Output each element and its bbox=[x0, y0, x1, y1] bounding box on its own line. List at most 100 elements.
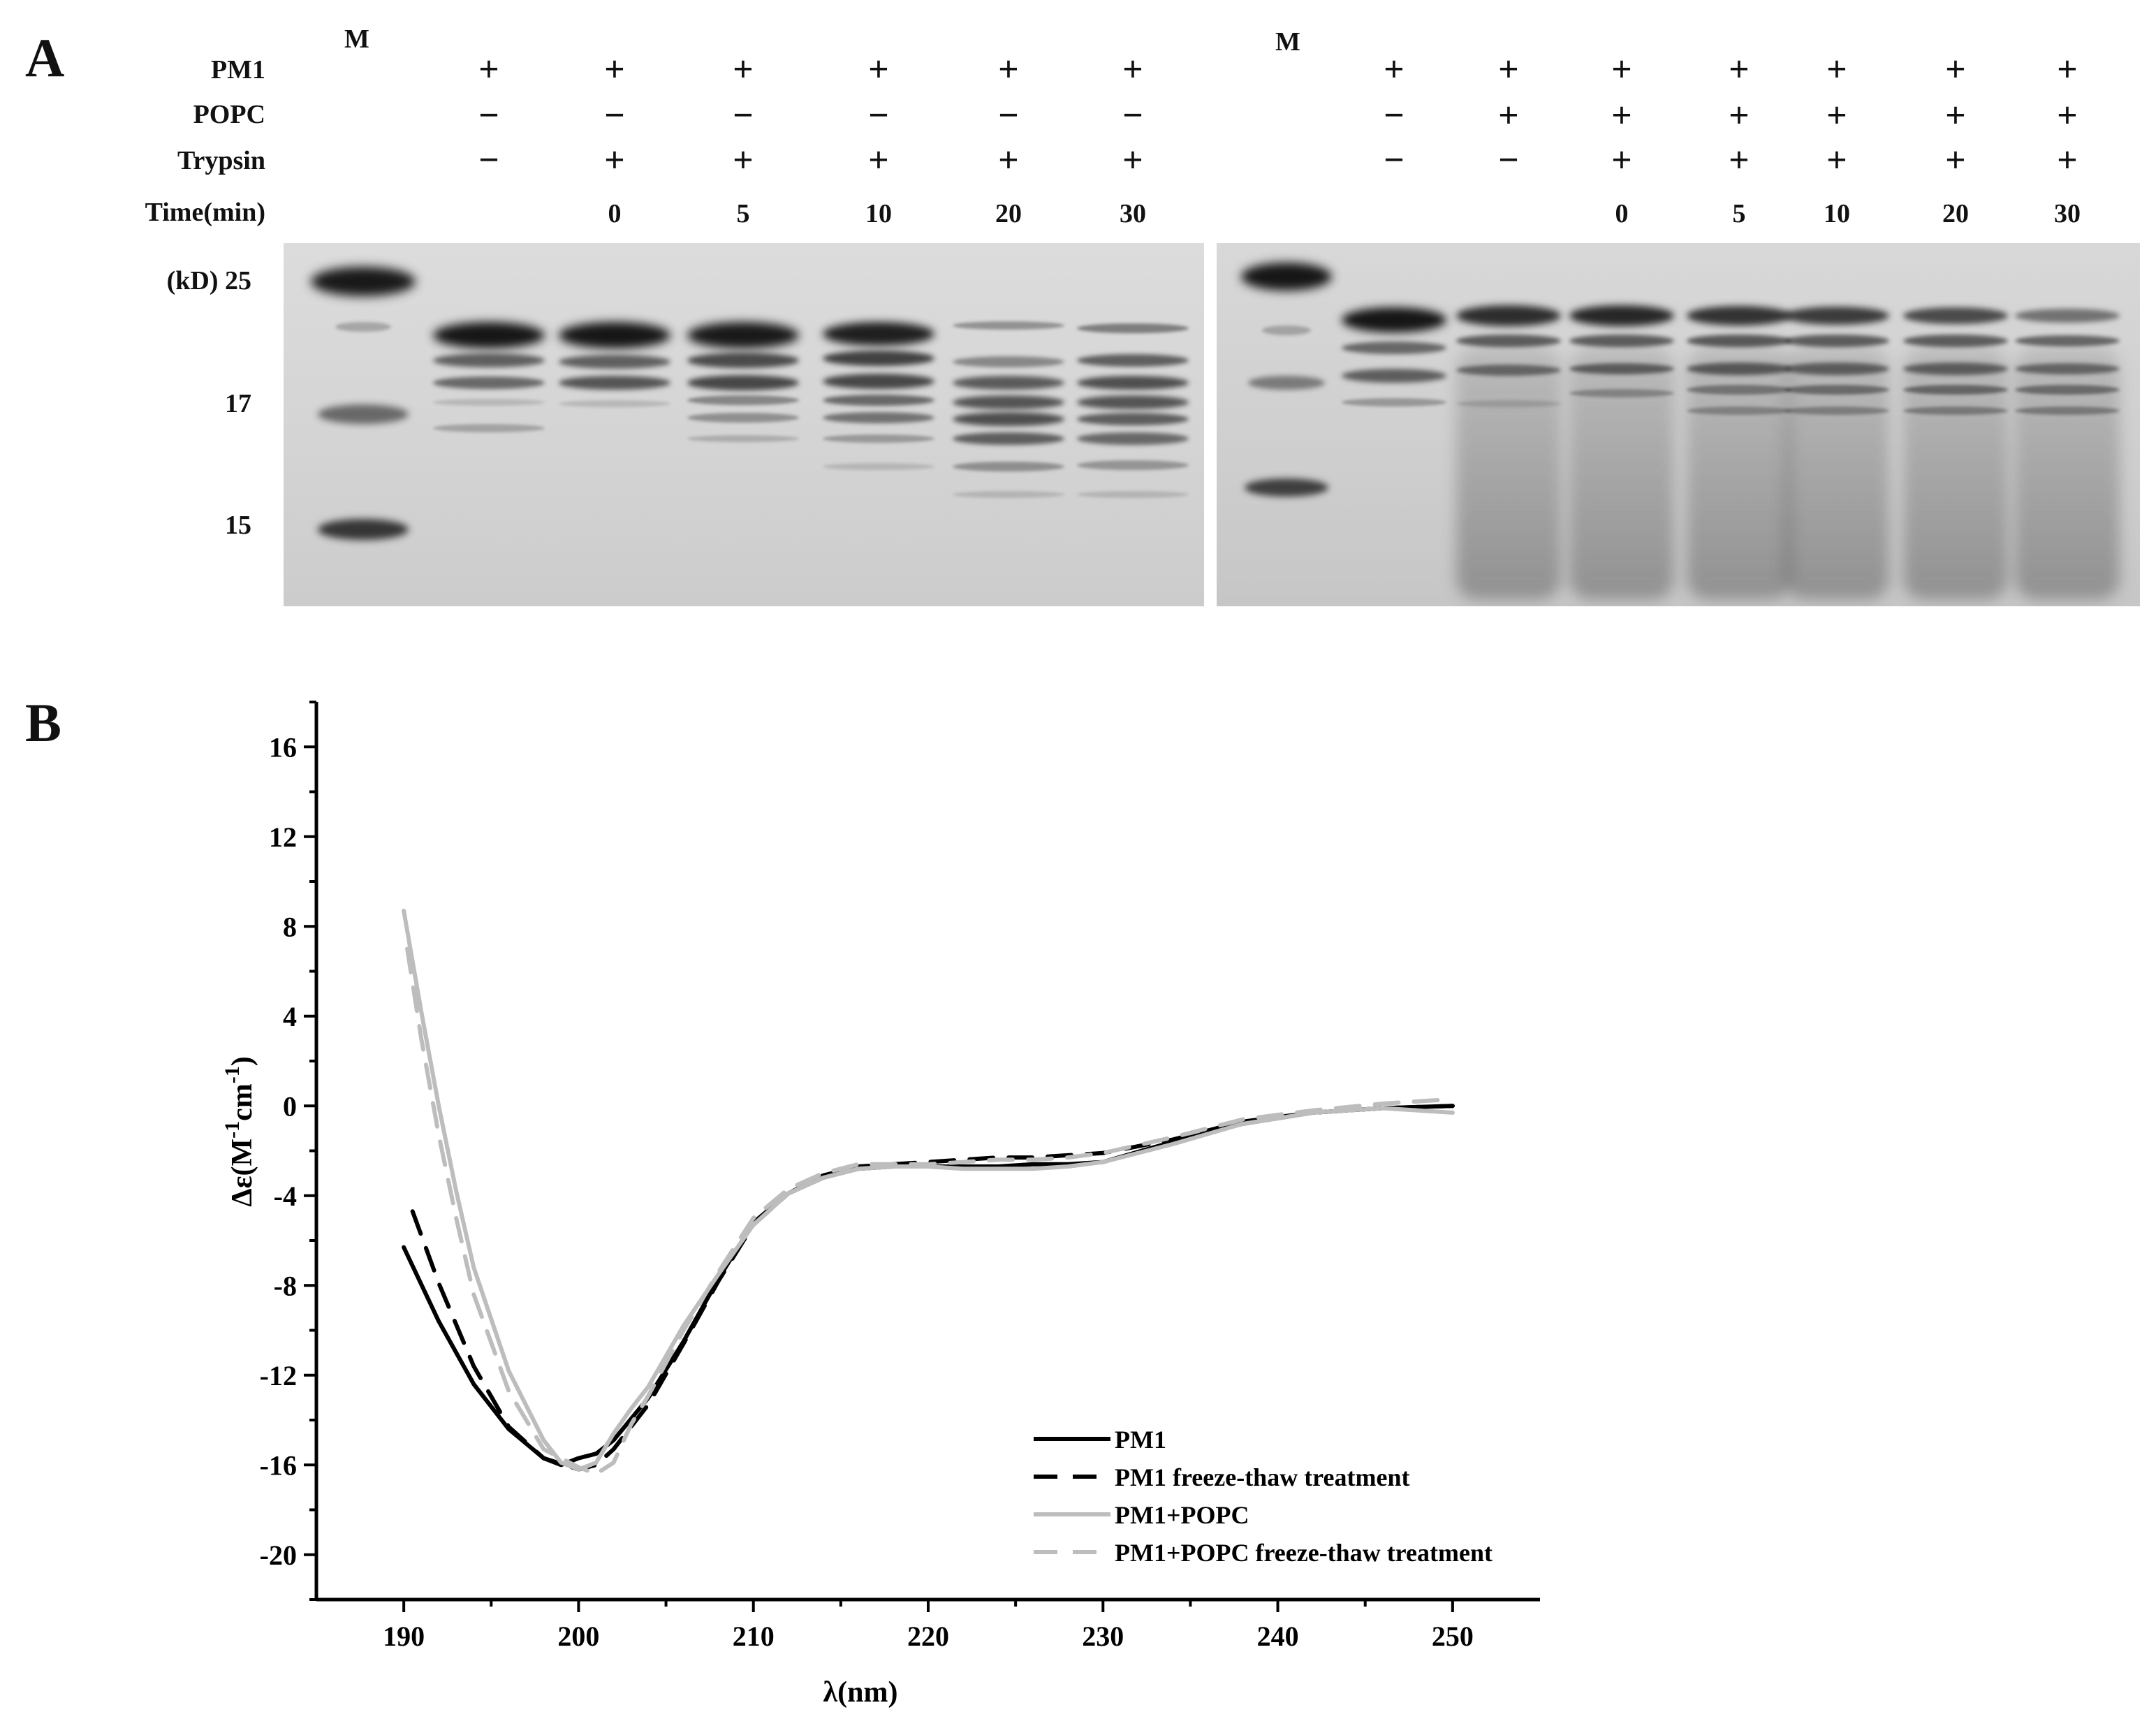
protein-band bbox=[687, 435, 799, 442]
protein-band bbox=[1077, 460, 1189, 470]
gel2-trypsin-symbol: + bbox=[2057, 140, 2078, 180]
y-tick-label: 0 bbox=[283, 1090, 297, 1122]
protein-band bbox=[1077, 395, 1189, 409]
protein-band bbox=[953, 356, 1064, 367]
gel1-time-value: 5 bbox=[736, 199, 750, 228]
marker-band bbox=[1248, 376, 1325, 390]
gel1-popc-symbol: − bbox=[604, 96, 625, 136]
y-tick-label: 12 bbox=[269, 821, 297, 853]
gel1-time-value: 20 bbox=[995, 199, 1022, 228]
gel-image-1 bbox=[284, 243, 1204, 606]
protein-band bbox=[433, 353, 545, 367]
y-tick-label: 16 bbox=[269, 731, 297, 763]
protein-band bbox=[433, 424, 545, 432]
gel2-pm1-symbol: + bbox=[1945, 50, 1966, 89]
protein-band bbox=[433, 322, 545, 349]
protein-band bbox=[1569, 363, 1674, 374]
marker-band bbox=[1262, 326, 1311, 335]
protein-band bbox=[1456, 335, 1561, 347]
protein-band bbox=[1456, 365, 1561, 376]
protein-band bbox=[1077, 354, 1189, 367]
protein-band bbox=[1784, 307, 1889, 325]
gel2-time-value: 20 bbox=[1942, 199, 1969, 228]
protein-band bbox=[559, 355, 670, 369]
gel2-pm1-symbol: + bbox=[1498, 50, 1519, 89]
protein-band bbox=[953, 395, 1064, 409]
row-label: PM1 bbox=[210, 55, 265, 85]
y-tick-label: 8 bbox=[283, 911, 297, 942]
protein-band bbox=[1077, 323, 1189, 333]
marker-band-25 bbox=[1241, 263, 1332, 291]
gel1-pm1-symbol: + bbox=[868, 50, 889, 89]
gel2-pm1-symbol: + bbox=[1384, 50, 1405, 89]
protein-band bbox=[687, 375, 799, 390]
marker-band-15 bbox=[318, 519, 409, 540]
protein-band bbox=[687, 353, 799, 368]
legend-label-2: PM1+POPC bbox=[1115, 1501, 1249, 1529]
protein-band bbox=[687, 413, 799, 423]
protein-band bbox=[953, 376, 1064, 390]
smear bbox=[1784, 348, 1889, 599]
row-label: POPC bbox=[193, 100, 265, 129]
protein-band bbox=[2015, 309, 2120, 323]
y-tick-label: -12 bbox=[260, 1360, 297, 1391]
protein-band bbox=[953, 321, 1064, 330]
protein-band bbox=[1784, 363, 1889, 375]
series-line-3 bbox=[405, 946, 1455, 1477]
protein-band bbox=[559, 400, 670, 407]
gel1-time-value: 30 bbox=[1120, 199, 1146, 228]
legend-label-0: PM1 bbox=[1115, 1426, 1166, 1454]
gel2-time-value: 5 bbox=[1732, 199, 1746, 228]
row-label: Trypsin bbox=[177, 146, 265, 175]
smear bbox=[1687, 348, 1791, 599]
protein-band bbox=[1342, 342, 1446, 354]
marker-band-25 bbox=[311, 267, 416, 296]
protein-band bbox=[823, 322, 934, 346]
marker-band bbox=[335, 322, 391, 332]
x-tick-label: 250 bbox=[1432, 1621, 1474, 1652]
protein-band bbox=[1456, 400, 1561, 407]
protein-band bbox=[1784, 335, 1889, 347]
gel2-time-value: 30 bbox=[2054, 199, 2081, 228]
gel2-trypsin-symbol: − bbox=[1498, 140, 1519, 180]
protein-band bbox=[1687, 385, 1791, 395]
protein-band bbox=[1077, 413, 1189, 425]
gel1-pm1-symbol: + bbox=[604, 50, 625, 89]
gel1-popc-symbol: − bbox=[1122, 96, 1143, 136]
legend-label-3: PM1+POPC freeze-thaw treatment bbox=[1115, 1539, 1493, 1567]
protein-band bbox=[1342, 307, 1446, 332]
protein-band bbox=[1784, 407, 1889, 415]
gel2-popc-symbol: + bbox=[1498, 96, 1519, 136]
protein-band bbox=[2015, 385, 2120, 395]
protein-band bbox=[687, 395, 799, 405]
gel1-pm1-symbol: + bbox=[998, 50, 1019, 89]
protein-band bbox=[433, 399, 545, 406]
gel2-popc-symbol: + bbox=[1611, 96, 1632, 136]
gel1-popc-symbol: − bbox=[998, 96, 1019, 136]
gel2-pm1-symbol: + bbox=[2057, 50, 2078, 89]
gel2-time-value: 10 bbox=[1824, 199, 1850, 228]
protein-band bbox=[823, 374, 934, 389]
protein-band bbox=[823, 351, 934, 366]
protein-band bbox=[2015, 363, 2120, 374]
gel2-popc-symbol: + bbox=[1826, 96, 1847, 136]
protein-band bbox=[2015, 407, 2120, 415]
gel1-trypsin-symbol: + bbox=[604, 140, 625, 180]
gel2-pm1-symbol: + bbox=[1611, 50, 1632, 89]
kd-label-17: 17 bbox=[225, 389, 251, 418]
protein-band bbox=[433, 376, 545, 389]
smear bbox=[1903, 348, 2008, 599]
gel1-time-value: 0 bbox=[608, 199, 622, 228]
series-line-0 bbox=[402, 1104, 1455, 1468]
y-tick-label: 4 bbox=[283, 1001, 297, 1032]
gel1-trypsin-symbol: + bbox=[1122, 140, 1143, 180]
gel1-pm1-symbol: + bbox=[733, 50, 754, 89]
protein-band bbox=[823, 463, 934, 470]
panel-a-label: A bbox=[25, 27, 65, 88]
protein-band bbox=[2015, 335, 2120, 346]
protein-band bbox=[1903, 385, 2008, 395]
gel1-trypsin-symbol: + bbox=[868, 140, 889, 180]
x-tick-label: 220 bbox=[907, 1621, 949, 1652]
protein-band bbox=[559, 322, 670, 349]
gel2-marker-label: M bbox=[1275, 27, 1300, 57]
